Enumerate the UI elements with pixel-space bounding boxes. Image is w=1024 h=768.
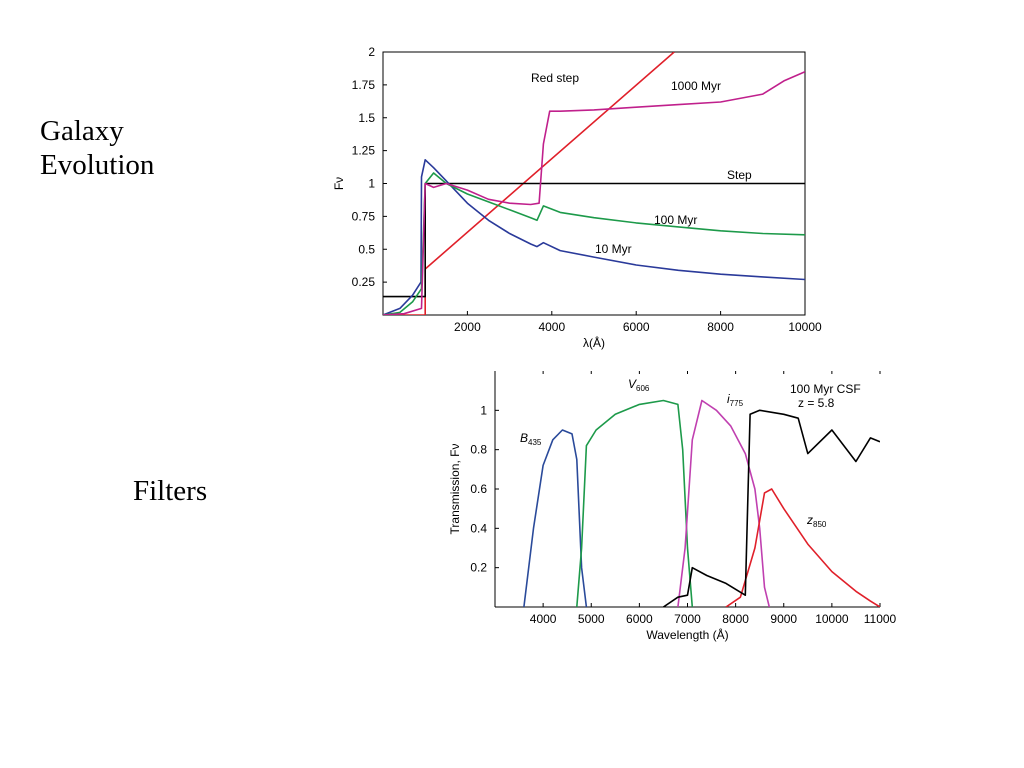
series-line-i775 xyxy=(677,399,771,607)
series-line-z850 xyxy=(725,488,880,607)
series-line-b435 xyxy=(523,429,588,607)
y-tick-label: 0.4 xyxy=(470,521,487,535)
x-tick-label: 4000 xyxy=(530,612,557,626)
y-axis-title: Transmission, Fν xyxy=(448,444,462,535)
x-tick-label: 7000 xyxy=(674,612,701,626)
annotation-100-myr: 100 Myr xyxy=(654,213,697,227)
x-tick-label: 5000 xyxy=(578,612,605,626)
series-line-1000-myr xyxy=(383,70,805,315)
x-tick-label: 8000 xyxy=(722,612,749,626)
x-tick-label: 10000 xyxy=(788,320,822,334)
filter-label-i775: i775 xyxy=(727,392,744,408)
galaxy-evolution-label: Galaxy Evolution xyxy=(40,115,155,181)
annotation-1000-myr: 1000 Myr xyxy=(671,79,721,93)
y-tick-label: 1 xyxy=(480,403,487,417)
y-tick-label: 0.5 xyxy=(358,242,375,256)
series-line-100-myr xyxy=(383,172,805,315)
series-line-100-myr-csf xyxy=(662,409,880,607)
x-tick-label: 6000 xyxy=(626,612,653,626)
y-tick-label: 1.75 xyxy=(352,78,376,92)
filter-label-b435: B435 xyxy=(520,431,542,447)
x-tick-label: 6000 xyxy=(623,320,650,334)
y-tick-label: 0.75 xyxy=(352,209,376,223)
annotation-red-step: Red step xyxy=(531,71,579,85)
y-tick-label: 0.2 xyxy=(470,561,487,575)
series-group xyxy=(383,52,805,315)
series-line-step xyxy=(383,182,805,298)
annotation-10-myr: 10 Myr xyxy=(595,242,632,256)
filters-label: Filters xyxy=(133,475,208,507)
y-tick-label: 0.8 xyxy=(470,443,487,457)
series-line-10-myr xyxy=(383,159,805,315)
y-tick-label: 2 xyxy=(368,45,375,59)
galaxy-evolution-chart: 2000 4000 6000 8000 10000 0.25 0.5 0.75 1 1.25 1.5… xyxy=(332,45,822,350)
series-line-v606 xyxy=(576,399,694,607)
x-axis-title: Wavelength (Å) xyxy=(646,627,728,642)
y-tick-label: 0.6 xyxy=(470,482,487,496)
x-tick-label: 11000 xyxy=(864,612,897,626)
y-tick-label: 1.25 xyxy=(352,144,376,158)
y-tick-label: 1 xyxy=(368,177,375,191)
annotation-100-myr-csf: 100 Myr CSF xyxy=(790,382,861,396)
x-tick-label: 9000 xyxy=(770,612,797,626)
filter-label-v606: V606 xyxy=(628,377,650,393)
annotation-z-5-8: z = 5.8 xyxy=(798,396,835,410)
y-tick-label: 1.5 xyxy=(358,111,375,125)
filter-label-z850: z850 xyxy=(806,513,827,529)
filters-chart: 4000 5000 6000 7000 8000 9000 10000 11000 0.2 0.4… xyxy=(448,371,897,642)
x-tick-label: 10000 xyxy=(815,612,849,626)
series-group xyxy=(523,399,880,607)
x-axis-title: λ(Å) xyxy=(583,335,605,350)
annotation-step: Step xyxy=(727,168,752,182)
y-tick-label: 0.25 xyxy=(352,275,376,289)
y-axis-title: Fν xyxy=(332,177,346,190)
x-tick-label: 8000 xyxy=(707,320,734,334)
x-tick-label: 4000 xyxy=(538,320,565,334)
x-tick-label: 2000 xyxy=(454,320,481,334)
